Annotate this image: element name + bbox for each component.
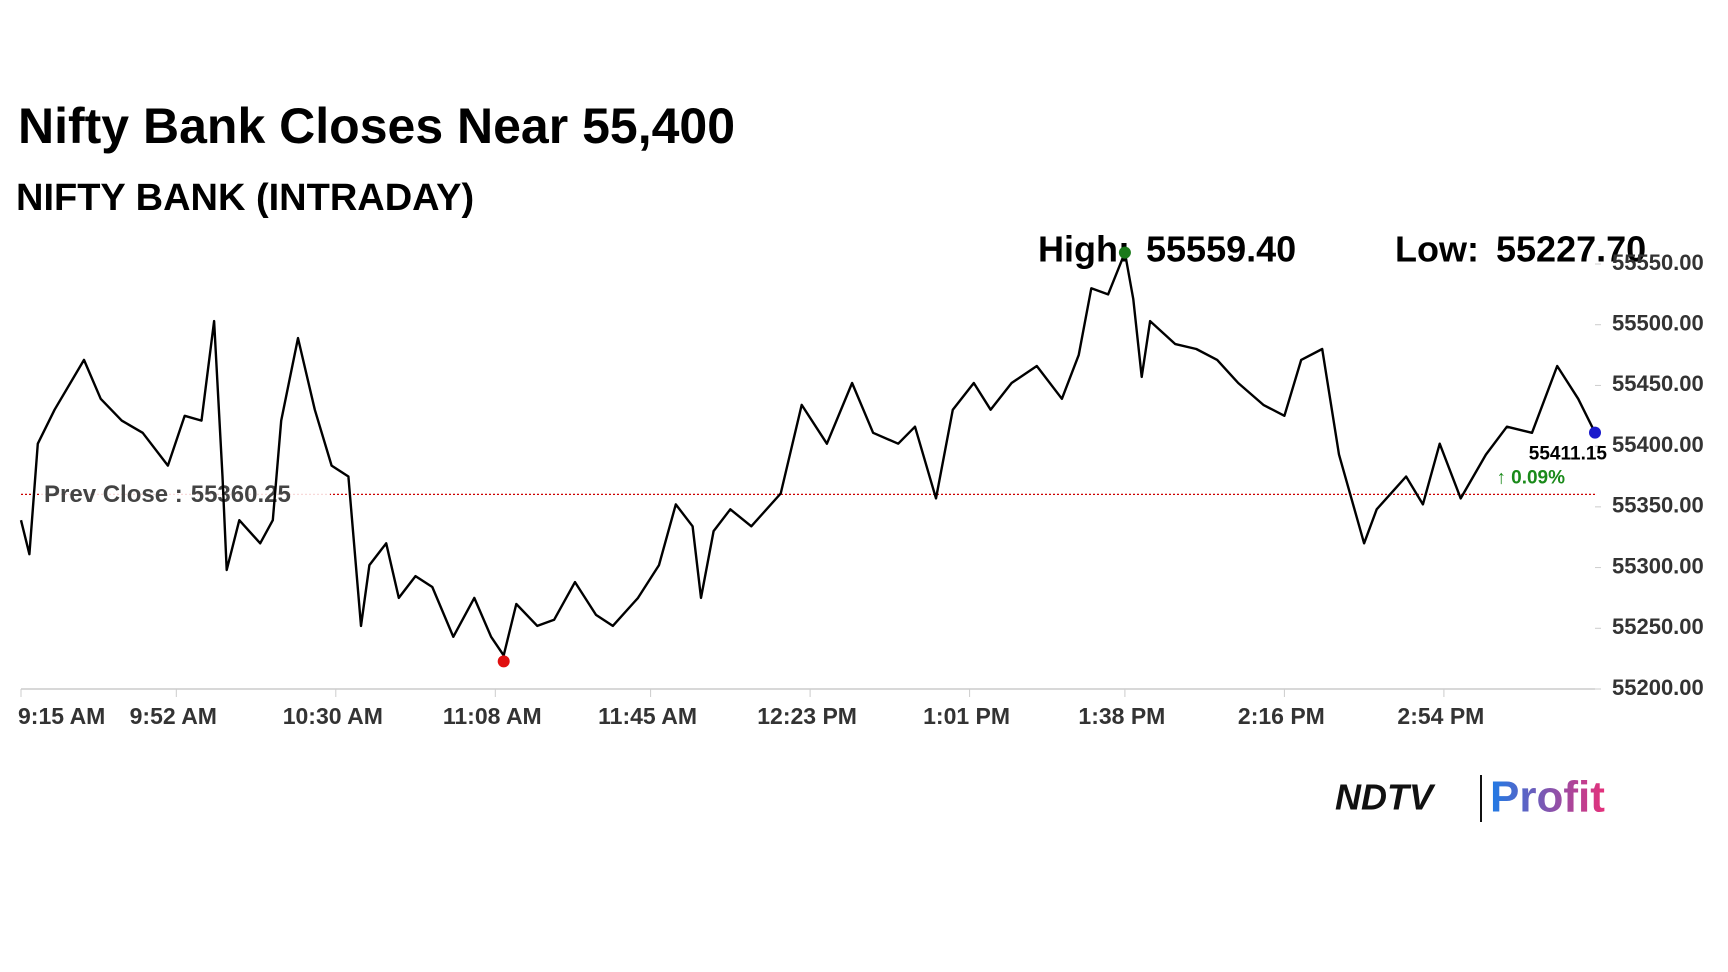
price-line: [19, 251, 1597, 657]
x-tick-label: 2:16 PM: [1238, 703, 1325, 729]
x-tick-label: 9:52 AM: [130, 703, 217, 729]
x-tick-label: 12:23 PM: [757, 703, 857, 729]
prev-close-label: Prev Close :: [44, 481, 183, 508]
y-tick-label: 55500.00: [1612, 311, 1704, 336]
low-value: 55227.70: [1496, 229, 1646, 270]
logo-product: Profit: [1490, 773, 1605, 822]
y-tick-label: 55250.00: [1612, 614, 1704, 639]
y-tick-label: 55450.00: [1612, 371, 1704, 396]
high-label: High:: [1038, 229, 1130, 270]
high-value: 55559.40: [1146, 229, 1296, 270]
chart-subtitle: NIFTY BANK (INTRADAY): [16, 177, 474, 219]
low-label: Low:: [1395, 229, 1479, 270]
last-value: 55411.15: [1529, 444, 1608, 465]
chart-title: Nifty Bank Closes Near 55,400: [18, 98, 735, 154]
x-tick-label: 1:38 PM: [1078, 703, 1165, 729]
high-marker: [1118, 246, 1131, 259]
x-tick-label: 9:15 AM: [18, 703, 105, 729]
last-marker: [1589, 426, 1601, 439]
x-tick-label: 2:54 PM: [1397, 703, 1484, 729]
x-tick-label: 10:30 AM: [283, 703, 383, 729]
y-tick-label: 55400.00: [1612, 432, 1704, 457]
last-change: ↑ 0.09%: [1496, 468, 1565, 489]
y-tick-label: 55300.00: [1612, 553, 1704, 578]
x-tick-label: 11:08 AM: [443, 703, 542, 729]
y-tick-label: 55550.00: [1612, 250, 1704, 275]
low-marker: [497, 655, 510, 668]
logo-brand: NDTV: [1335, 777, 1436, 818]
prev-close-bg: [40, 478, 330, 509]
x-tick-label: 11:45 AM: [598, 703, 697, 729]
y-tick-label: 55350.00: [1612, 493, 1704, 518]
x-tick-label: 1:01 PM: [923, 703, 1010, 729]
y-tick-label: 55200.00: [1612, 675, 1704, 700]
